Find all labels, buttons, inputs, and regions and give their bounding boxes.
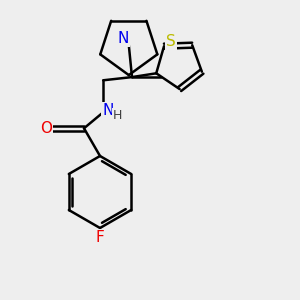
Text: H: H (112, 109, 122, 122)
Text: F: F (96, 230, 104, 245)
Text: O: O (40, 121, 52, 136)
Text: N: N (117, 31, 128, 46)
Text: N: N (103, 103, 114, 118)
Text: S: S (166, 34, 176, 49)
